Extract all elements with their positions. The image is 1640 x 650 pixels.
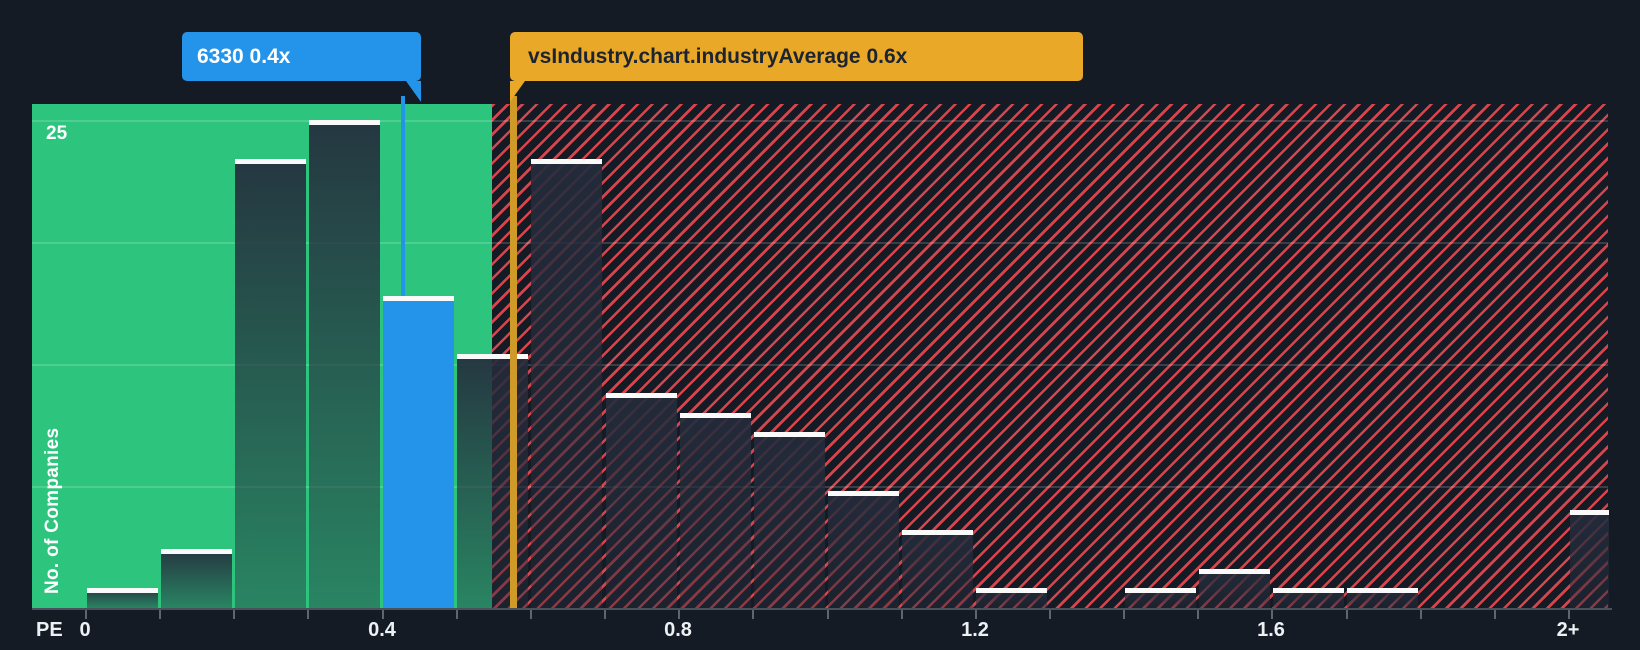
- company-tooltip-pointer-icon: [406, 81, 421, 102]
- x-tick: [827, 610, 829, 619]
- y-axis-title: No. of Companies: [42, 427, 63, 594]
- bar-top-cap: [606, 393, 677, 398]
- histogram-bar[interactable]: [902, 530, 973, 608]
- bar-top-cap: [1199, 569, 1270, 574]
- histogram-bar[interactable]: [754, 432, 825, 608]
- bar-top-cap: [1347, 588, 1418, 593]
- x-tick: [1271, 610, 1273, 619]
- company-tooltip-label: 6330 0.4x: [197, 44, 291, 68]
- bar-top-cap: [754, 432, 825, 437]
- x-tick: [901, 610, 903, 619]
- x-tick-label: 0: [79, 619, 91, 641]
- x-tick-label: 2+: [1556, 619, 1580, 641]
- x-tick: [604, 610, 606, 619]
- industry-average-line: [510, 96, 517, 608]
- x-tick: [382, 610, 384, 619]
- x-tick: [752, 610, 754, 619]
- bar-top-cap: [235, 159, 306, 164]
- x-tick: [1197, 610, 1199, 619]
- x-tick-label: 1.2: [961, 619, 989, 641]
- x-tick: [1123, 610, 1125, 619]
- x-tick: [1049, 610, 1051, 619]
- x-axis-line: [32, 608, 1612, 610]
- x-tick-label: 1.6: [1257, 619, 1285, 641]
- company-pointer-line: [401, 96, 405, 296]
- histogram-bar[interactable]: [680, 413, 751, 608]
- bar-top-cap: [976, 588, 1047, 593]
- histogram-bar[interactable]: [161, 549, 232, 608]
- histogram-bar[interactable]: [976, 588, 1047, 608]
- histogram-bar[interactable]: [1273, 588, 1344, 608]
- bar-top-cap: [531, 159, 602, 164]
- x-tick-label: 0.8: [664, 619, 692, 641]
- x-tick: [975, 610, 977, 619]
- bar-top-cap: [383, 296, 454, 301]
- histogram-bar[interactable]: [457, 354, 528, 608]
- bar-top-cap: [87, 588, 158, 593]
- industry-average-tooltip: vsIndustry.chart.industryAverage 0.6x: [510, 32, 1083, 102]
- bar-top-cap: [1273, 588, 1344, 593]
- bar-top-cap: [680, 413, 751, 418]
- bar-top-cap: [457, 354, 528, 359]
- industry-average-tooltip-pointer-icon: [510, 81, 525, 102]
- bar-top-cap: [161, 549, 232, 554]
- bar-top-cap: [828, 491, 899, 496]
- histogram-bar[interactable]: [531, 159, 602, 608]
- company-tooltip: 6330 0.4x: [182, 32, 421, 102]
- x-tick: [85, 610, 87, 619]
- histogram-bar[interactable]: [828, 491, 899, 608]
- x-tick: [1420, 610, 1422, 619]
- histogram-bar[interactable]: [606, 393, 677, 608]
- gridline: [32, 364, 1608, 366]
- highlighted-company-bar[interactable]: [383, 296, 454, 608]
- x-tick: [307, 610, 309, 619]
- histogram-bar[interactable]: [1199, 569, 1270, 608]
- plot-area: [32, 96, 1609, 610]
- x-tick: [678, 610, 680, 619]
- x-tick: [1494, 610, 1496, 619]
- y-tick-label: 25: [46, 123, 68, 144]
- x-tick: [1568, 610, 1570, 619]
- gridline: [32, 242, 1608, 244]
- histogram-bar[interactable]: [235, 159, 306, 608]
- bar-top-cap: [309, 120, 380, 125]
- x-axis-title: PE: [36, 619, 63, 641]
- x-tick: [530, 610, 532, 619]
- histogram-bar[interactable]: [87, 588, 158, 608]
- bar-top-cap: [1570, 510, 1609, 515]
- histogram-bar[interactable]: [309, 120, 380, 608]
- above-average-hatched-zone: [492, 104, 1608, 608]
- industry-average-tooltip-label: vsIndustry.chart.industryAverage 0.6x: [528, 44, 908, 68]
- gridline: [32, 120, 1608, 122]
- x-tick-label: 0.4: [368, 619, 396, 641]
- x-tick: [159, 610, 161, 619]
- histogram-bar[interactable]: [1570, 510, 1609, 608]
- x-tick: [1346, 610, 1348, 619]
- bar-top-cap: [1125, 588, 1196, 593]
- histogram-bar[interactable]: [1125, 588, 1196, 608]
- bar-top-cap: [902, 530, 973, 535]
- histogram-bar[interactable]: [1347, 588, 1418, 608]
- x-tick: [233, 610, 235, 619]
- x-tick: [456, 610, 458, 619]
